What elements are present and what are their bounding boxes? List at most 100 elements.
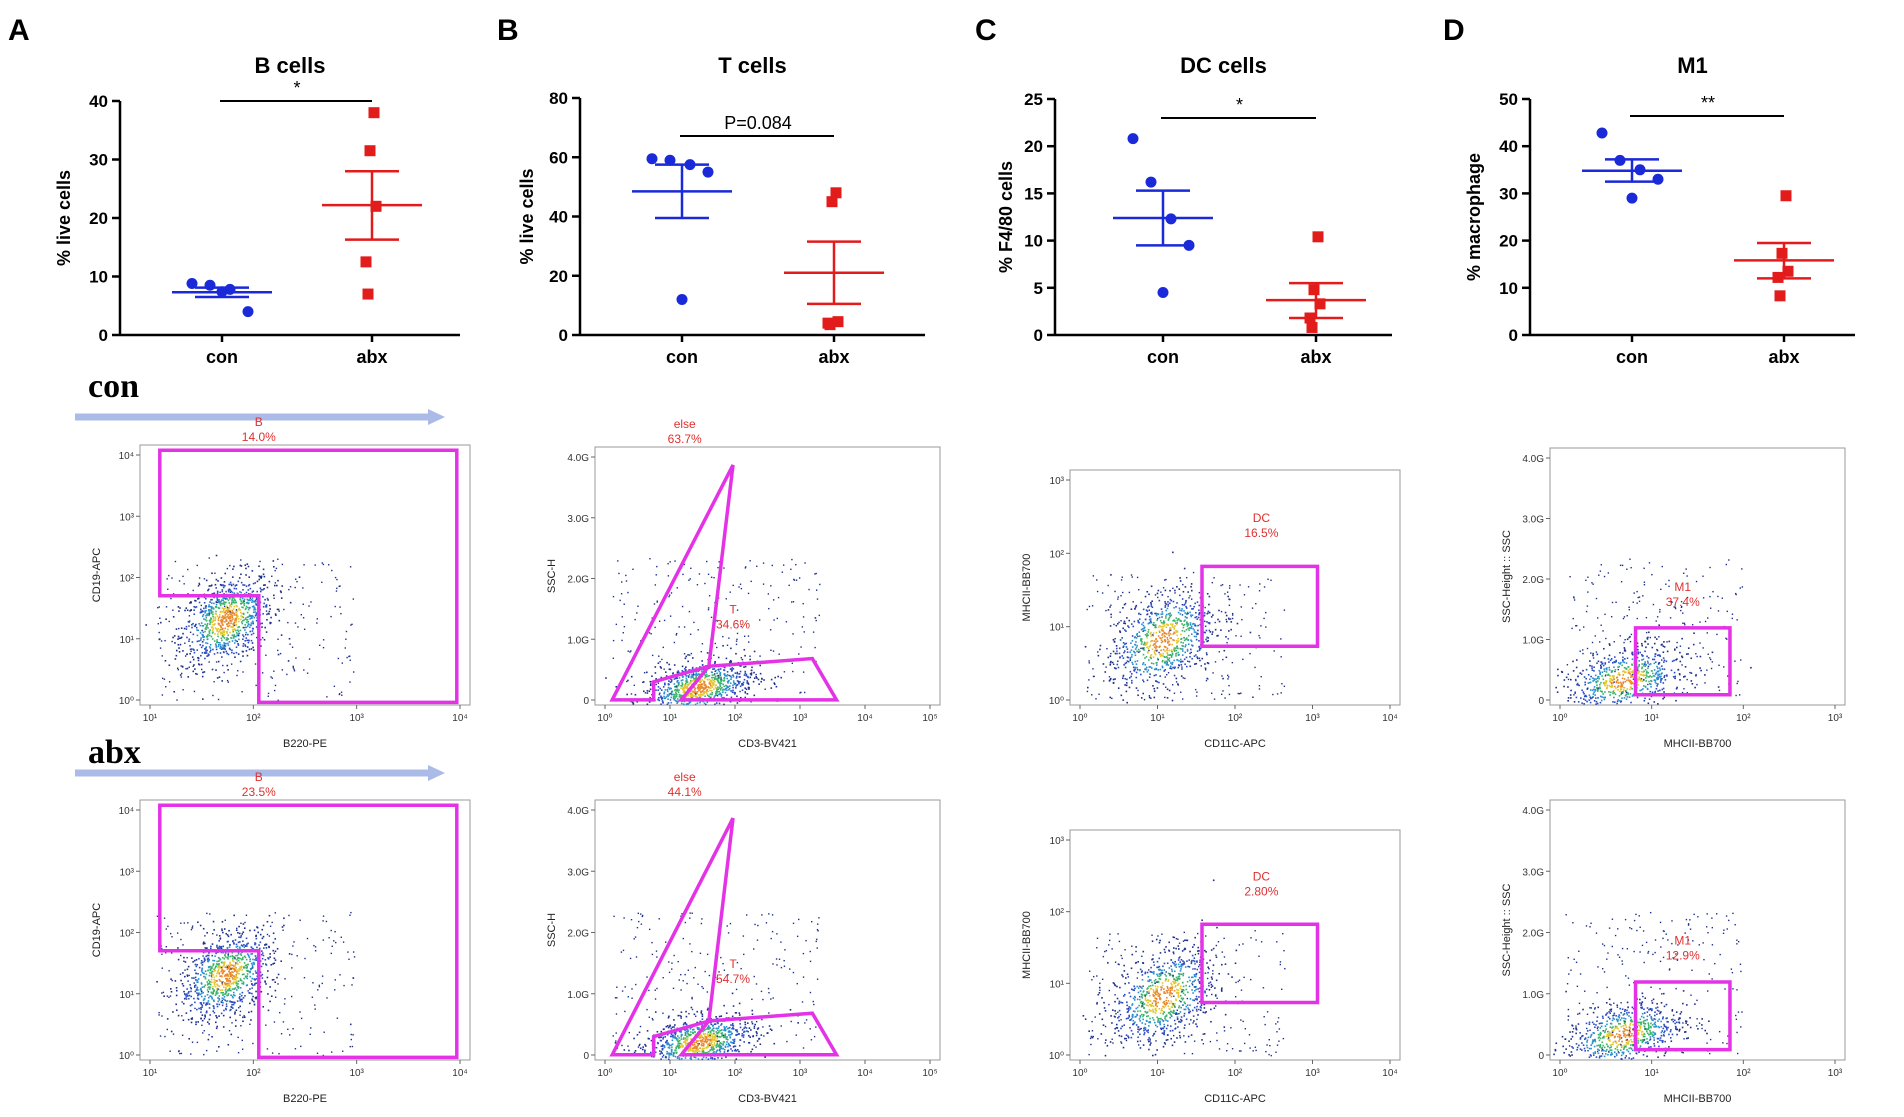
x-tick-label: 10⁰ (1072, 1068, 1087, 1079)
flow-cytometry-plots: 10¹ 10² 10³ 10⁴ 10⁰ 10¹ 10² 10³ 10⁴ B220-PE CD19-A… (91, 415, 1846, 1105)
plot-frame (594, 446, 941, 706)
y-tick-label: 0 (559, 326, 568, 345)
event-dots (1555, 558, 1752, 705)
x-tick-label: 10⁰ (1552, 713, 1567, 724)
significance-label: P=0.084 (724, 113, 792, 133)
panel-letter-c: C (975, 14, 997, 47)
y-axis-label: SSC-H (546, 559, 558, 593)
x-axis-label: B220-PE (283, 738, 327, 750)
gate-name: M1 (1674, 580, 1691, 594)
data-point (1145, 176, 1157, 188)
x-tick-label: 10² (1228, 1068, 1243, 1079)
gate-polygon (158, 803, 459, 1060)
gate-percentage: 34.6% (716, 618, 750, 632)
data-point (1772, 271, 1784, 283)
series-con (1582, 127, 1682, 204)
y-tick-label: 40 (89, 92, 108, 111)
data-point (186, 278, 198, 290)
data-point (1183, 239, 1195, 251)
row-label-con: con (88, 368, 139, 405)
plot-frame (1549, 799, 1846, 1061)
row-arrow-con (75, 409, 445, 425)
data-point (1652, 173, 1664, 185)
data-point (824, 319, 836, 331)
chart-dc-cells: DC cells 0 5 10 15 20 25 con abx % F4/80 cells * (996, 53, 1392, 367)
x-axis-label: MHCII-BB700 (1664, 1093, 1732, 1105)
x-axis-label: B220-PE (283, 1093, 327, 1105)
plot-frame (1069, 469, 1401, 706)
y-tick-label: 10⁰ (1049, 1051, 1064, 1062)
chart-t-cells: T cells 0 20 40 60 80 con abx % live cells P=0.08… (517, 53, 925, 367)
y-tick-label: 0 (1509, 326, 1518, 345)
y-tick-label: 4.0G (567, 453, 589, 464)
data-point (1614, 154, 1626, 166)
y-tick-label: 80 (549, 89, 568, 108)
data-point (1308, 284, 1320, 296)
x-tick-label: 10⁴ (857, 1068, 872, 1079)
flow-plot-con-b: 10¹ 10² 10³ 10⁴ 10⁰ 10¹ 10² 10³ 10⁴ B220-PE CD19-A… (91, 415, 471, 750)
x-tick-label: 10² (1228, 713, 1243, 724)
data-point (364, 145, 376, 157)
data-point (362, 288, 374, 300)
data-point (702, 166, 714, 178)
x-axis-label: MHCII-BB700 (1664, 738, 1732, 750)
plot-frame (1069, 829, 1401, 1061)
y-tick-label: 10² (1050, 549, 1065, 560)
x-tick-label: 10⁵ (922, 1068, 937, 1079)
x-tick-label: 10¹ (143, 1068, 158, 1079)
x-tick-label: 10³ (1305, 1068, 1320, 1079)
y-tick-label: 3.0G (567, 867, 589, 878)
y-tick-label: 40 (1499, 137, 1518, 156)
row-arrow-abx (75, 765, 445, 781)
x-category-label: con (206, 347, 238, 367)
plot-frame (594, 799, 941, 1061)
gate-name: B (255, 415, 263, 429)
gate-name: T (729, 957, 737, 971)
y-tick-label: 4.0G (1522, 454, 1544, 465)
panel-letter-b: B (497, 14, 519, 47)
x-tick-label: 10² (728, 1068, 743, 1079)
y-tick-label: 20 (549, 267, 568, 286)
y-tick-label: 0 (1034, 326, 1043, 345)
x-axis-label: CD11C-APC (1204, 1093, 1266, 1105)
y-tick-label: 20 (1024, 137, 1043, 156)
y-tick-label: 1.0G (567, 635, 589, 646)
y-tick-label: 60 (549, 148, 568, 167)
data-point (204, 279, 216, 291)
event-dots (612, 912, 820, 1061)
plot-frame (139, 444, 471, 706)
y-axis-label: SSC-Height :: SSC (1501, 883, 1513, 976)
data-point (664, 154, 676, 166)
y-axis-label: MHCII-BB700 (1021, 911, 1033, 979)
data-point (1157, 287, 1169, 299)
chart-title: M1 (1677, 53, 1708, 78)
series-con (172, 278, 272, 318)
series-con (1113, 133, 1213, 299)
x-tick-label: 10⁰ (597, 1068, 612, 1079)
y-tick-label: 10⁰ (1049, 696, 1064, 707)
y-tick-label: 20 (1499, 232, 1518, 251)
y-tick-label: 10¹ (1050, 979, 1065, 990)
gate-percentage: 12.9% (1666, 949, 1700, 963)
data-point (1304, 312, 1316, 324)
gate-percentage: 54.7% (716, 972, 750, 986)
gate-polygon (1633, 626, 1732, 697)
x-tick-label: 10⁴ (452, 1068, 467, 1079)
y-tick-label: 10⁰ (119, 696, 134, 707)
flow-plot-con-t: 10⁰ 10¹ 10² 10³ 10⁴ 10⁵ 0 1.0G 2.0G 3.0G 4.0G CD3-B… (546, 417, 941, 750)
gate-name: T (729, 603, 737, 617)
data-point (1782, 265, 1794, 277)
y-tick-label: 0 (583, 696, 589, 707)
gate-percentage: 63.7% (668, 432, 702, 446)
x-tick-label: 10³ (1305, 713, 1320, 724)
gate-name: DC (1253, 511, 1271, 525)
data-point (1780, 190, 1792, 202)
data-point (1596, 127, 1608, 139)
x-axis-label: CD3-BV421 (738, 738, 797, 750)
x-tick-label: 10⁰ (1072, 713, 1087, 724)
x-tick-label: 10³ (1828, 713, 1843, 724)
y-tick-label: 2.0G (1522, 575, 1544, 586)
x-tick-label: 10⁵ (922, 713, 937, 724)
flow-plot-con-m1: 10⁰ 10¹ 10² 10³ 0 1.0G 2.0G 3.0G 4.0G MHCII-BB700… (1501, 447, 1846, 750)
